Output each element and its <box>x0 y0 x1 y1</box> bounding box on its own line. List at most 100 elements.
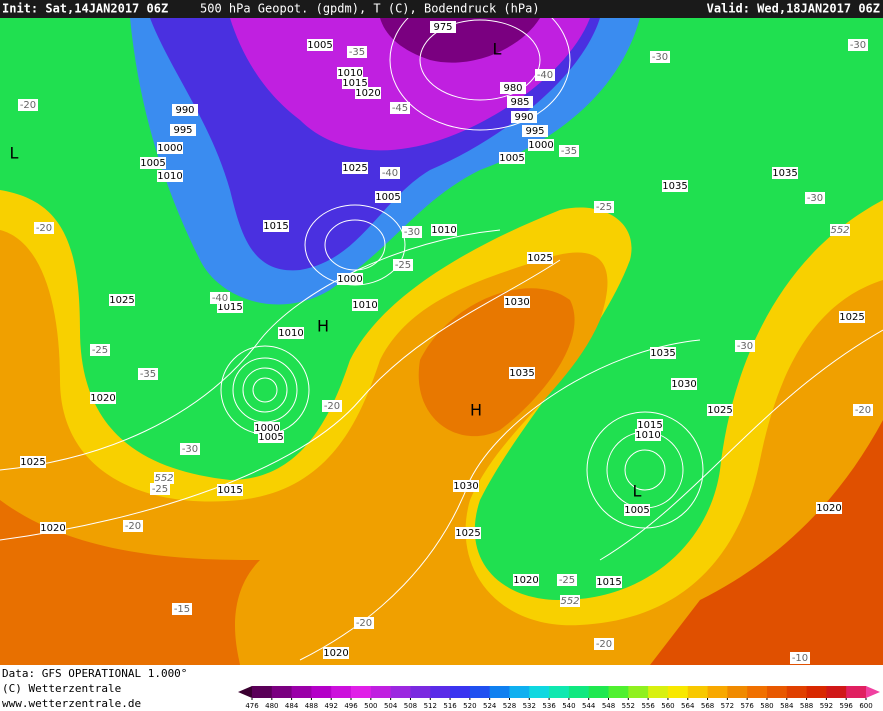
temperature-label: -35 <box>349 47 365 58</box>
isobar-label-box <box>528 139 554 151</box>
colorbar-cell <box>846 686 867 698</box>
temperature-label: -20 <box>855 405 871 416</box>
colorbar-cell <box>667 686 689 698</box>
isobar-label: 1020 <box>323 648 348 659</box>
isobar-label-box <box>342 162 368 174</box>
colorbar-tick-label: 584 <box>780 702 794 710</box>
colorbar-cell <box>727 686 748 698</box>
label-box <box>390 102 410 114</box>
colorbar-tick-label: 492 <box>325 702 338 710</box>
isobars <box>0 19 883 661</box>
isobar-label: 990 <box>175 105 194 116</box>
isobar-label: 1035 <box>772 168 797 179</box>
isobar-label: 995 <box>173 125 192 136</box>
colorbar-arrow <box>866 686 880 698</box>
colorbar-tick-label: 484 <box>285 702 299 710</box>
isobar-label: 1020 <box>816 503 841 514</box>
colorbar-cell <box>291 686 312 698</box>
colorbar-tick-label: 488 <box>305 702 318 710</box>
label-box <box>380 167 400 179</box>
colorbar-tick-label: 572 <box>721 702 734 710</box>
isobar-label-box <box>20 456 46 468</box>
temperature-label: -30 <box>404 227 420 238</box>
isobar-label-box <box>839 311 865 323</box>
temperature-label: -45 <box>392 103 408 114</box>
temperature-label: -20 <box>125 521 141 532</box>
colorbar-cell <box>271 686 293 698</box>
pressure-center: H <box>317 317 329 336</box>
pressure-center: L <box>633 482 642 501</box>
isobar-label: 1015 <box>596 577 621 588</box>
temperature-label: -30 <box>807 193 823 204</box>
isobar-label-box <box>513 574 539 586</box>
colorbar-tick-label: 556 <box>641 702 655 710</box>
temperature-label: -20 <box>20 100 36 111</box>
colorbar-cell <box>608 686 629 698</box>
isobar-label-box <box>258 431 284 443</box>
isobar-label: 1035 <box>509 368 534 379</box>
isobar-label: 1010 <box>278 328 303 339</box>
colorbar-cell <box>430 686 451 698</box>
isobar-label: 1000 <box>157 143 182 154</box>
colorbar-cell <box>331 686 352 698</box>
isobar-label-box <box>650 347 676 359</box>
colorbar-tick-label: 564 <box>681 702 695 710</box>
isobar-label-box <box>157 170 183 182</box>
isobar-label-box <box>157 142 183 154</box>
isobar-label: 1020 <box>40 523 65 534</box>
colorbar-tick-label: 524 <box>483 702 497 710</box>
label-box <box>322 400 342 412</box>
init-time: Init: Sat,14JAN2017 06Z <box>2 2 168 16</box>
label-box <box>790 652 810 664</box>
data-source: Data: GFS OPERATIONAL 1.000° <box>2 667 187 680</box>
isobar-label-box <box>140 157 166 169</box>
isobar-label: 980 <box>503 83 522 94</box>
isobar-label: 990 <box>514 112 533 123</box>
colorbar-tick-label: 512 <box>424 702 437 710</box>
isobar-label: 1005 <box>624 505 649 516</box>
colorbar: 476 480 484 488 492 496 500 504 508 512 516 520 524 5… <box>238 686 880 710</box>
colorbar-tick-label: 480 <box>265 702 278 710</box>
colorbar-cell <box>766 686 788 698</box>
colorbar-tick-label: 588 <box>800 702 813 710</box>
isobar-label: 1035 <box>662 181 687 192</box>
colorbar-cell <box>568 686 590 698</box>
temperature-label: -30 <box>737 341 753 352</box>
isobar-label-box <box>816 502 842 514</box>
colorbar-cell <box>628 686 649 698</box>
isobar-label-box <box>504 296 530 308</box>
colorbar-cell <box>370 686 392 698</box>
label-box <box>138 368 158 380</box>
isobar-label: 1015 <box>342 78 367 89</box>
colorbar-arrow <box>238 686 252 698</box>
isobar-label: 1035 <box>650 348 675 359</box>
isobar-label-box <box>772 167 798 179</box>
temperature-label: -30 <box>652 52 668 63</box>
ridge-core <box>418 288 575 437</box>
colorbar-tick-label: 504 <box>384 702 398 710</box>
colorbar-tick-label: 528 <box>503 702 516 710</box>
label-box <box>180 443 200 455</box>
isobar-label-box <box>90 392 116 404</box>
colorbar-tick-label: 536 <box>542 702 556 710</box>
label-box <box>150 483 170 495</box>
isobar-label-box <box>509 367 535 379</box>
colorbar-tick-label: 544 <box>582 702 596 710</box>
colorbar-tick-label: 560 <box>661 702 674 710</box>
isobar-label: 1000 <box>528 140 553 151</box>
temperature-label: -30 <box>182 444 198 455</box>
label-box <box>853 404 873 416</box>
temperature-label: -25 <box>152 484 168 495</box>
colorbar-cell <box>549 686 570 698</box>
label-box <box>154 472 174 484</box>
temperature-label: -20 <box>596 639 612 650</box>
temperature-label: -40 <box>382 168 398 179</box>
isobar-label: 1005 <box>375 192 400 203</box>
isobar-label-box <box>511 111 537 123</box>
pressure-center: L <box>10 144 19 163</box>
isobar-label-box <box>307 39 333 51</box>
label-box <box>594 638 614 650</box>
colorbar-cell <box>489 686 510 698</box>
temperature-label: -35 <box>561 146 577 157</box>
label-box <box>354 617 374 629</box>
